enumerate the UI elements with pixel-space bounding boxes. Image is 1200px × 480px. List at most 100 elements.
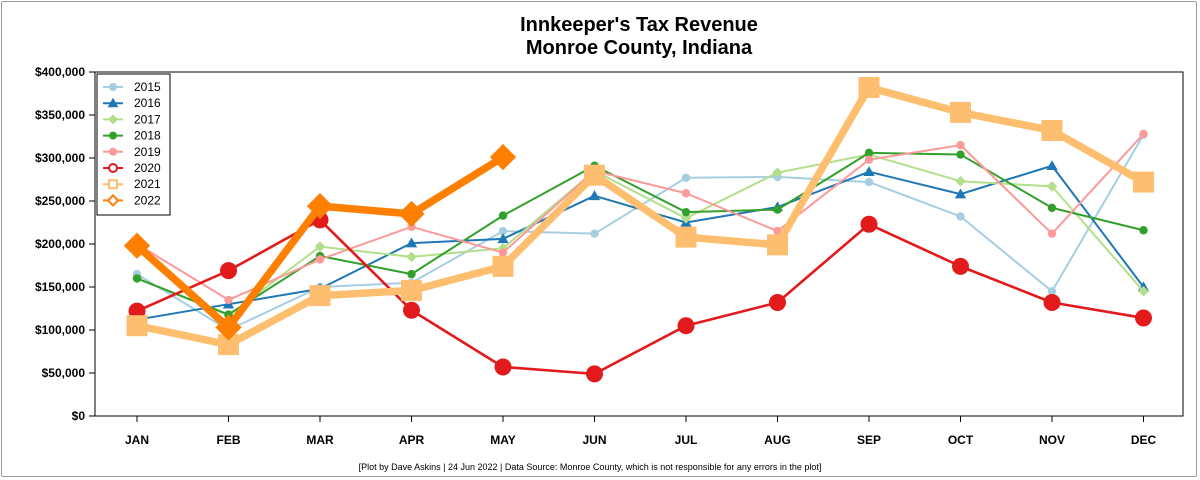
data-point-2015-jul [681, 173, 691, 182]
data-point-2020-may [494, 358, 512, 376]
data-point-2020-dec [1135, 309, 1152, 327]
legend-entry-2022: 2022 [103, 193, 161, 207]
x-tick-label: MAR [306, 433, 334, 447]
data-point-2015-jun [590, 229, 599, 238]
legend-entry-2018: 2018 [103, 129, 161, 143]
x-tick-label: DEC [1131, 433, 1157, 447]
x-tick-label: JAN [125, 433, 149, 447]
data-point-2018-apr [407, 269, 416, 279]
data-point-2018-oct [956, 150, 965, 159]
series-layer [123, 76, 1154, 383]
legend-entry-2019: 2019 [103, 145, 161, 159]
legend-entry-2016: 2016 [103, 96, 161, 110]
data-point-2019-nov [1047, 229, 1057, 238]
series-2021 [126, 76, 1154, 356]
y-axis: $0 $50,000 $100,000 $150,000 $200,000 $250,00… [35, 65, 95, 423]
data-point-2021-dec [1133, 171, 1154, 193]
y-tick-label: $250,000 [35, 194, 85, 208]
data-point-2016-apr [405, 237, 418, 248]
y-tick-label: $50,000 [42, 366, 86, 380]
legend-marker [108, 163, 118, 173]
data-point-2021-jun [584, 164, 605, 186]
series-line-2021 [136, 83, 1146, 349]
legend-marker [109, 131, 117, 140]
data-point-2019-feb [224, 295, 233, 305]
data-point-2021-jan [126, 315, 148, 337]
y-tick-label: $400,000 [35, 65, 85, 79]
x-tick-label: JUL [675, 433, 698, 447]
legend-label: 2022 [134, 193, 161, 207]
data-point-2015-nov [1047, 287, 1057, 296]
data-point-2021-apr [401, 279, 422, 301]
data-point-2019-mar [315, 255, 325, 264]
data-point-2016-nov [1046, 160, 1058, 170]
data-point-2018-jan [132, 274, 142, 283]
data-point-2018-sep [864, 148, 874, 158]
chart-caption: [Plot by Dave Askins | 24 Jun 2022 | Dat… [359, 462, 822, 472]
x-tick-label: JUN [582, 433, 606, 447]
series-2022 [123, 144, 517, 341]
data-point-2019-oct [956, 140, 965, 150]
data-point-2021-nov [1041, 119, 1063, 141]
legend-entry-2015: 2015 [103, 80, 161, 94]
legend-marker [108, 114, 118, 125]
x-tick-label: FEB [217, 433, 241, 447]
data-point-2020-apr [403, 301, 420, 319]
legend-box [96, 73, 171, 216]
legend-marker [106, 193, 120, 207]
data-point-2016-sep [863, 166, 875, 177]
data-point-2021-jul [675, 226, 697, 248]
chart-subtitle: Monroe County, Indiana [526, 37, 753, 59]
data-point-2021-aug [767, 234, 788, 256]
legend-label: 2018 [134, 129, 161, 143]
data-point-2021-oct [950, 101, 971, 123]
data-point-2021-mar [309, 285, 331, 307]
legend-entry-2017: 2017 [103, 112, 161, 126]
legend-label: 2017 [134, 112, 161, 126]
legend-marker [108, 179, 118, 190]
series-line-2015 [136, 134, 1145, 331]
data-point-2017-nov [1046, 181, 1058, 192]
data-point-2020-jul [677, 317, 695, 335]
data-point-2021-sep [858, 76, 880, 98]
x-tick-label: MAY [490, 433, 516, 447]
data-point-2015-oct [956, 212, 965, 221]
legend-marker [107, 97, 119, 108]
legend-label: 2021 [134, 177, 161, 191]
x-tick-label: APR [399, 433, 425, 447]
data-point-2022-feb [215, 314, 242, 341]
data-point-2017-oct [955, 175, 966, 187]
series-line-2019 [136, 133, 1145, 301]
data-point-2019-aug [773, 226, 782, 236]
x-tick-label: SEP [857, 433, 881, 447]
x-tick-label: OCT [948, 433, 974, 447]
legend-marker [109, 147, 117, 156]
data-point-2016-may [497, 233, 509, 244]
x-tick-label: AUG [764, 433, 791, 447]
data-point-2019-may [498, 248, 508, 257]
data-point-2018-jul [681, 207, 691, 217]
data-point-2017-apr [406, 251, 417, 263]
data-point-2017-mar [314, 241, 326, 252]
legend-label: 2015 [134, 80, 161, 94]
data-point-2018-dec [1139, 226, 1148, 235]
data-point-2015-sep [864, 177, 874, 187]
series-2018 [132, 148, 1148, 319]
y-tick-label: $200,000 [35, 237, 85, 251]
data-point-2018-may [498, 211, 508, 220]
legend-entry-2020: 2020 [103, 161, 161, 175]
data-point-2022-jan [123, 232, 151, 259]
legend-label: 2020 [134, 161, 161, 175]
data-point-2021-may [492, 255, 514, 277]
data-point-2017-dec [1138, 286, 1149, 297]
data-point-2019-sep [864, 155, 874, 164]
y-tick-label: $150,000 [35, 280, 85, 294]
data-point-2021-feb [218, 334, 239, 356]
legend-entry-2021: 2021 [103, 177, 161, 191]
data-point-2018-aug [773, 205, 782, 214]
data-point-2022-mar [306, 193, 334, 220]
data-point-2016-oct [954, 188, 967, 199]
data-point-2017-aug [772, 167, 783, 178]
data-point-2019-dec [1139, 129, 1148, 139]
